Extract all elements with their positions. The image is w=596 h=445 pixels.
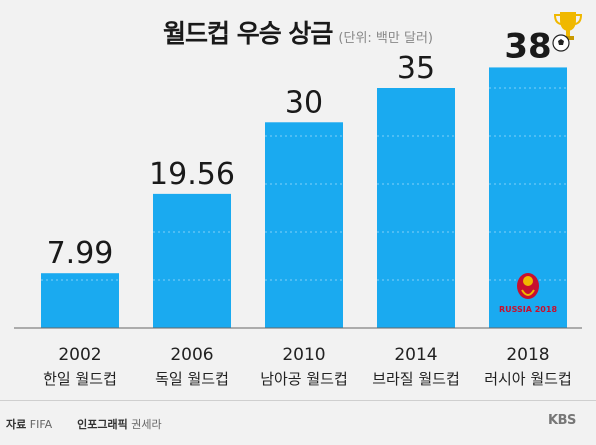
emblem-ball: [523, 276, 533, 286]
bar: [265, 122, 343, 329]
trophy-icon: [552, 12, 583, 52]
chart-title: 월드컵 우승 상금: [163, 19, 333, 48]
header: 월드컵 우승 상금 (단위: 백만 달러): [0, 14, 596, 50]
credit-value: 권세라: [131, 418, 162, 431]
emblem-stroke: [521, 289, 535, 296]
credit-label: 인포그래픽: [77, 418, 128, 431]
x-tick-sublabel: 독일 월드컵: [155, 370, 229, 388]
data-label: 7.99: [47, 236, 114, 271]
x-tick-label: 2006: [170, 345, 213, 365]
data-label: 30: [285, 85, 323, 120]
soccer-ball-icon: [552, 34, 570, 52]
data-label: 19.56: [149, 157, 235, 192]
bar-chart: 7.99 2002 한일 월드컵 19.56 2006 독일 월드컵 30 2010 남아공 월…: [14, 26, 582, 388]
data-label: 35: [397, 51, 435, 86]
x-tick-label: 2014: [394, 345, 437, 365]
x-tick-sublabel: 한일 월드컵: [43, 370, 117, 388]
source-label: 자료: [6, 418, 27, 431]
trophy-cup-icon: [553, 12, 583, 40]
kbs-logo: KBS: [548, 413, 576, 428]
footer-divider: [0, 400, 596, 401]
emblem-text: RUSSIA 2018: [499, 305, 557, 314]
x-tick-label: 2018: [506, 345, 549, 365]
data-label: 38: [504, 26, 551, 66]
source-value: FIFA: [29, 418, 53, 431]
x-tick-label: 2002: [58, 345, 101, 365]
x-tick-sublabel: 브라질 월드컵: [372, 370, 460, 388]
bar: [377, 88, 455, 328]
bar: [41, 273, 119, 328]
x-tick-sublabel: 남아공 월드컵: [260, 370, 348, 388]
bar: [153, 193, 231, 328]
source-line: 자료 FIFA 인포그래픽 권세라: [6, 416, 162, 432]
x-tick-label: 2010: [282, 345, 325, 365]
unit-label: (단위: 백만 달러): [338, 31, 433, 46]
x-tick-sublabel: 러시아 월드컵: [484, 370, 572, 388]
